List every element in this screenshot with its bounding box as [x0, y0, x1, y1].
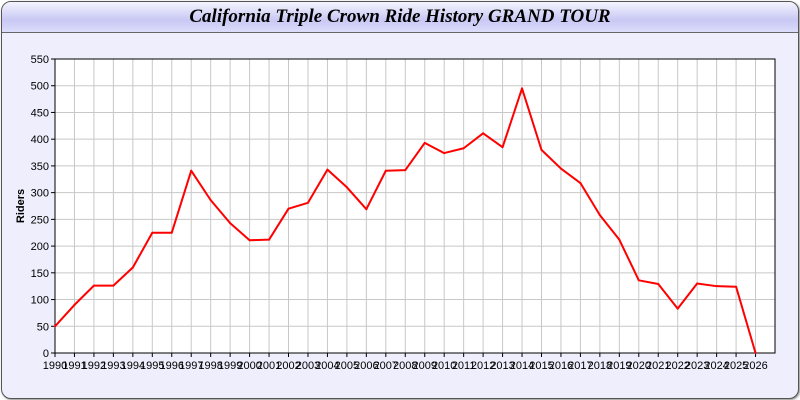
x-tick-label: 1990 — [43, 360, 67, 372]
data-point — [306, 201, 309, 204]
data-point — [365, 208, 368, 211]
data-point — [657, 283, 660, 286]
x-tick-label: 2018 — [588, 360, 612, 372]
data-point — [462, 147, 465, 150]
x-tick-label: 2000 — [237, 360, 261, 372]
data-point — [754, 352, 757, 354]
x-tick-label: 2013 — [490, 360, 514, 372]
x-tick-label: 2025 — [724, 360, 748, 372]
title-bar: California Triple Crown Ride History GRA… — [2, 2, 798, 33]
y-tick-label: 400 — [31, 134, 49, 146]
x-tick-label: 1998 — [198, 360, 222, 372]
data-point — [404, 169, 407, 172]
y-tick-label: 250 — [31, 214, 49, 226]
x-tick-label: 2006 — [354, 360, 378, 372]
data-point — [735, 285, 738, 288]
y-tick-label: 50 — [37, 321, 49, 333]
x-tick-label: 2015 — [529, 360, 553, 372]
x-tick-label: 2021 — [646, 360, 670, 372]
y-tick-label: 500 — [31, 81, 49, 93]
x-tick-label: 1996 — [160, 360, 184, 372]
data-point — [637, 279, 640, 282]
x-tick-label: 2007 — [374, 360, 398, 372]
data-point — [676, 307, 679, 310]
x-tick-label: 2004 — [315, 360, 339, 372]
y-tick-label: 450 — [31, 107, 49, 119]
x-tick-label: 2019 — [607, 360, 631, 372]
x-tick-label: 2026 — [743, 360, 767, 372]
data-point — [521, 87, 524, 90]
y-tick-label: 200 — [31, 241, 49, 253]
x-tick-label: 2022 — [665, 360, 689, 372]
data-point — [696, 282, 699, 285]
y-tick-label: 150 — [31, 268, 49, 280]
data-point — [443, 152, 446, 155]
x-tick-label: 2024 — [704, 360, 728, 372]
y-axis-label: Riders — [15, 189, 27, 223]
data-point — [151, 231, 154, 234]
x-tick-label: 2008 — [393, 360, 417, 372]
x-tick-label: 1994 — [121, 360, 145, 372]
data-point — [423, 141, 426, 144]
data-point — [54, 325, 56, 328]
data-point — [326, 168, 329, 171]
data-point — [287, 207, 290, 210]
data-point — [482, 132, 485, 135]
plot-border — [54, 58, 776, 354]
y-tick-label: 550 — [31, 54, 49, 66]
data-point — [131, 266, 134, 269]
data-point — [209, 199, 212, 202]
x-tick-label: 2005 — [335, 360, 359, 372]
x-tick-label: 1993 — [101, 360, 125, 372]
data-point — [190, 169, 193, 172]
x-tick-label: 2016 — [549, 360, 573, 372]
y-tick-label: 0 — [43, 348, 49, 360]
x-tick-label: 1999 — [218, 360, 242, 372]
x-tick-label: 2002 — [276, 360, 300, 372]
x-tick-label: 2023 — [685, 360, 709, 372]
data-point — [248, 239, 251, 242]
data-point — [618, 238, 621, 241]
data-point — [384, 169, 387, 172]
data-point — [92, 284, 95, 287]
data-point — [715, 285, 718, 288]
x-tick-label: 2011 — [452, 360, 476, 372]
plot-area — [55, 59, 775, 353]
y-tick-label: 350 — [31, 161, 49, 173]
x-tick-label: 2010 — [432, 360, 456, 372]
x-tick-label: 2009 — [412, 360, 436, 372]
x-tick-label: 1995 — [140, 360, 164, 372]
data-point — [229, 222, 232, 225]
y-tick-label: 300 — [31, 188, 49, 200]
x-tick-label: 1992 — [82, 360, 106, 372]
data-point — [598, 214, 601, 217]
data-point — [268, 238, 271, 241]
data-point — [73, 303, 76, 306]
data-point — [579, 182, 582, 185]
chart-title: California Triple Crown Ride History GRA… — [189, 6, 611, 27]
data-point — [540, 148, 543, 151]
x-tick-label: 2001 — [257, 360, 281, 372]
x-tick-label: 2012 — [471, 360, 495, 372]
data-point — [345, 186, 348, 189]
x-tick-label: 2020 — [627, 360, 651, 372]
x-tick-label: 1991 — [62, 360, 86, 372]
x-tick-label: 1997 — [179, 360, 203, 372]
x-tick-label: 2017 — [568, 360, 592, 372]
data-point — [559, 167, 562, 170]
data-point — [501, 146, 504, 149]
data-point — [170, 231, 173, 234]
x-tick-label: 2014 — [510, 360, 534, 372]
data-point — [112, 284, 115, 287]
x-tick-label: 2003 — [296, 360, 320, 372]
y-tick-label: 100 — [31, 295, 49, 307]
